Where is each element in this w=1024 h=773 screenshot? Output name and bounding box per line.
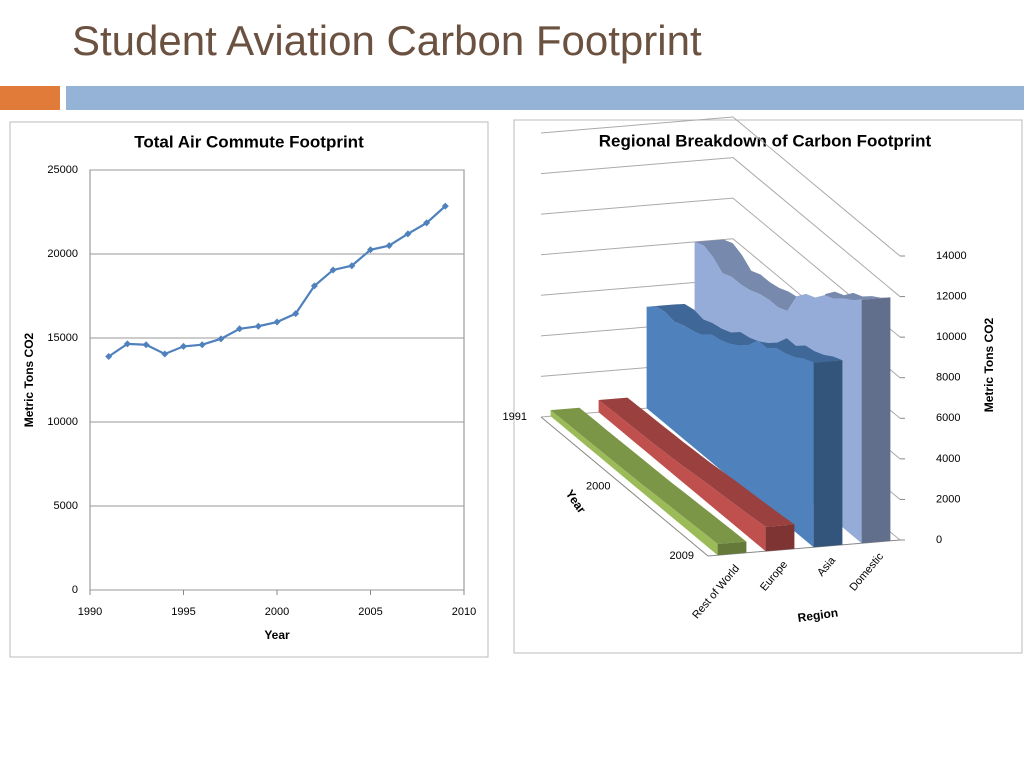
data-point — [367, 246, 374, 254]
area-top — [598, 397, 795, 527]
x-tick-label: 2000 — [586, 480, 610, 492]
grid-line — [540, 197, 734, 215]
chart-title: Total Air Commute Footprint — [134, 132, 364, 151]
z-tick-label: 6000 — [936, 412, 960, 424]
z-tick-label: 0 — [936, 534, 942, 546]
area-face — [598, 400, 766, 552]
grid-line — [732, 116, 901, 257]
region-axis-title: Region — [797, 605, 839, 625]
area-end-cap — [765, 524, 795, 552]
x-tick-label: 2000 — [265, 606, 289, 618]
y-tick-label: 15000 — [47, 332, 78, 344]
x-axis-title: Year — [264, 628, 290, 642]
area-end-cap — [813, 360, 843, 548]
data-point — [161, 350, 169, 358]
z-tick-label: 10000 — [936, 331, 967, 343]
grid-line — [540, 157, 734, 175]
area-face — [550, 410, 718, 556]
data-point — [273, 318, 281, 326]
data-point — [423, 219, 431, 227]
area-end-cap — [861, 297, 891, 544]
data-point — [105, 352, 113, 360]
grid-line — [540, 238, 734, 256]
data-point — [310, 282, 318, 290]
z-tick-label: 12000 — [936, 290, 967, 302]
area-end-cap — [717, 541, 747, 556]
z-tick-label: 8000 — [936, 372, 960, 384]
axis-line — [540, 416, 709, 557]
x-tick-label: 2010 — [452, 606, 476, 618]
chart-frame — [9, 121, 489, 658]
area-top — [646, 303, 843, 363]
area-top — [550, 407, 747, 545]
data-point — [217, 335, 225, 343]
y-tick-label: 25000 — [47, 164, 78, 176]
y-tick-label: 0 — [72, 584, 78, 596]
chart-title: Regional Breakdown of Carbon Footprint — [599, 131, 932, 150]
data-point — [348, 262, 356, 270]
accent-bar — [0, 86, 60, 110]
data-point — [123, 340, 131, 348]
grid-line — [540, 116, 734, 134]
data-point — [385, 242, 393, 250]
slide-title: Student Aviation Carbon Footprint — [72, 17, 702, 64]
z-tick-label: 14000 — [936, 250, 967, 262]
y-tick-label: 20000 — [47, 248, 78, 260]
y-tick-label: 5000 — [54, 500, 78, 512]
grid-line — [732, 157, 901, 297]
z-axis-title: Metric Tons CO2 — [982, 317, 996, 412]
x-tick-label: 2005 — [358, 606, 382, 618]
x-tick-label: 1995 — [171, 606, 195, 618]
x-tick-label: 2009 — [670, 550, 694, 562]
z-tick-label: 2000 — [936, 493, 960, 505]
area-top — [694, 239, 891, 312]
data-point — [441, 202, 449, 210]
data-point — [404, 230, 412, 238]
x-tick-label: 1990 — [78, 606, 102, 618]
z-tick-label: 4000 — [936, 453, 960, 465]
y-axis-title: Metric Tons CO2 — [22, 332, 36, 427]
data-point — [329, 266, 337, 274]
data-point — [180, 342, 187, 350]
data-point — [142, 341, 150, 349]
x-tick-label: 1991 — [503, 411, 527, 423]
data-point — [236, 325, 244, 333]
data-point — [254, 322, 262, 330]
area-face — [646, 306, 814, 548]
y-tick-label: 10000 — [47, 416, 78, 428]
header-bar — [66, 86, 1024, 110]
data-point — [292, 310, 300, 318]
data-point — [198, 341, 206, 349]
